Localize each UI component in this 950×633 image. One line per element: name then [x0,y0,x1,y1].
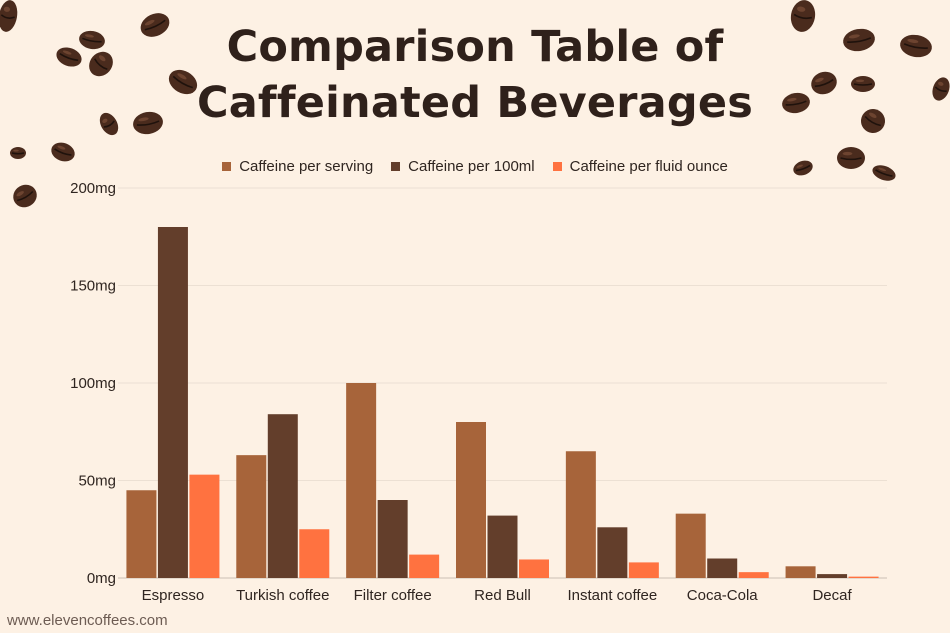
y-tick-label: 50mg [78,473,116,490]
bar-coca-cola-series-2 [707,558,738,578]
chart-title-line-1: Comparison Table of [226,22,724,72]
coffee-bean-icon [51,142,75,162]
bar-filter-coffee-series-3 [409,554,440,578]
coffee-bean-icon [932,77,950,101]
bar-espresso-series-3 [189,474,220,578]
bar-instant-coffee-series-2 [597,527,628,578]
coffee-bean-icon [89,51,113,77]
bar-turkish-coffee-series-1 [236,455,267,578]
x-category-label: Instant coffee [567,587,657,604]
coffee-bean-icon [843,28,875,52]
x-category-label: Filter coffee [354,587,432,604]
bar-decaf-series-2 [817,574,848,578]
coffee-bean-icon [837,147,865,169]
coffee-bean-icon [790,0,816,32]
chart-bars [126,227,879,578]
x-category-label: Red Bull [474,587,531,604]
bar-espresso-series-1 [126,490,157,578]
legend-label-serving: Caffeine per serving [239,158,374,175]
legend-item-100ml: Caffeine per 100ml [391,158,535,175]
y-axis-ticks: 0mg 50mg 100mg 150mg 200mg [70,180,116,587]
coffee-bean-icon [168,69,198,95]
coffee-beans-decoration [0,0,950,208]
coffee-bean-icon [872,165,896,181]
y-tick-label: 0mg [87,570,116,587]
coffee-bean-icon [56,47,82,67]
bar-red-bull-series-1 [456,422,486,578]
coffee-bean-icon [99,112,119,136]
bar-decaf-series-3 [848,576,879,578]
bar-red-bull-series-3 [519,559,549,578]
chart-legend: Caffeine per serving Caffeine per 100ml … [0,158,950,175]
bar-filter-coffee-series-1 [346,383,377,578]
bar-red-bull-series-2 [487,515,518,578]
legend-label-fluid-ounce: Caffeine per fluid ounce [569,158,728,175]
bar-espresso-series-2 [157,227,188,578]
coffee-bean-icon [140,13,170,37]
bar-decaf-series-1 [785,566,816,578]
bar-instant-coffee-series-3 [628,562,659,578]
bar-turkish-coffee-series-2 [267,414,298,578]
legend-swatch-serving [222,162,232,171]
x-category-label: Coca-Cola [687,587,759,604]
y-tick-label: 100mg [70,375,116,392]
legend-item-fluid-ounce: Caffeine per fluid ounce [552,158,728,175]
legend-label-100ml: Caffeine per 100ml [408,158,535,175]
x-category-label: Decaf [812,587,852,604]
legend-swatch-fluid-ounce [552,162,562,171]
coffee-bean-icon [782,92,810,114]
bar-coca-cola-series-3 [738,572,769,578]
coffee-bean-icon [79,30,105,50]
chart-title-line-2: Caffeinated Beverages [196,78,754,128]
bar-turkish-coffee-series-3 [299,529,330,578]
coffee-bean-icon [10,147,26,159]
y-tick-label: 150mg [70,278,116,295]
x-category-label: Espresso [142,587,205,604]
coffee-bean-icon [811,71,837,95]
coffee-bean-icon [13,184,37,208]
coffee-bean-icon [851,76,875,92]
coffee-bean-icon [0,0,18,32]
y-tick-label: 200mg [70,180,116,197]
x-axis-categories: Espresso Turkish coffee Filter coffee Red B… [142,587,853,604]
coffee-bean-icon [861,109,885,133]
coffee-bean-icon [900,34,932,58]
legend-item-serving: Caffeine per serving [222,158,373,175]
bar-coca-cola-series-1 [675,513,706,578]
bar-filter-coffee-series-2 [377,500,408,578]
coffee-bean-icon [793,160,813,176]
bar-instant-coffee-series-1 [565,451,596,578]
website-footer: www.elevencoffees.com [7,612,168,629]
legend-swatch-100ml [391,162,401,171]
coffee-bean-icon [133,111,163,135]
x-category-label: Turkish coffee [236,587,329,604]
